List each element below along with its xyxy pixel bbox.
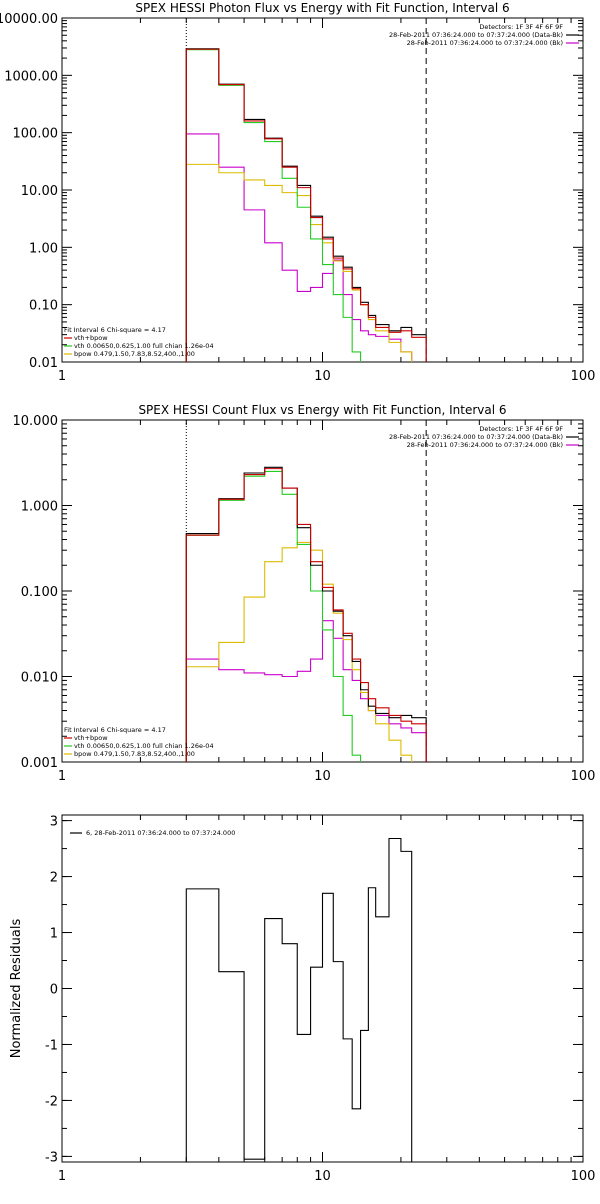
series-vth-line	[185, 49, 362, 362]
x-tick-label: 10	[314, 369, 331, 384]
series-vth-line	[185, 470, 362, 762]
info-line: 28-Feb-2011 07:36:24.000 to 07:37:24.000…	[407, 39, 563, 47]
x-tick-label: 10	[314, 769, 331, 784]
y-axis-label: Normalized Residuals	[9, 919, 24, 1059]
x-tick-label: 100	[571, 369, 596, 384]
chart-title: SPEX HESSI Photon Flux vs Energy with Fi…	[135, 1, 509, 15]
y-tick-label: 1.000	[21, 500, 58, 515]
y-tick-label: -3	[45, 1150, 58, 1165]
y-tick-label: 1.00	[29, 241, 58, 256]
plot-frame	[61, 17, 584, 363]
plot-frame	[61, 814, 584, 1163]
series-bpow-line	[185, 541, 413, 762]
y-tick-label: 10.000	[13, 414, 59, 429]
fit-legend-line: vth 0.00650,0.625,1.00 full chian 1.26e-…	[74, 342, 214, 350]
series-model-line	[185, 48, 427, 362]
x-tick-label: 1	[58, 369, 66, 384]
series-group	[185, 837, 413, 1162]
y-tick-label: 2	[50, 871, 58, 886]
chart-panel-1: SPEX HESSI Photon Flux vs Energy with Fi…	[0, 1, 596, 384]
chart-panel-2: SPEX HESSI Count Flux vs Energy with Fit…	[13, 403, 596, 784]
series-data-line	[185, 837, 413, 1162]
x-tick-label: 100	[571, 1169, 596, 1184]
y-tick-label: -1	[45, 1038, 58, 1053]
info-line: Detectors: 1F 3F 4F 6F 9F	[479, 425, 563, 433]
y-tick-label: 3	[50, 815, 58, 830]
fit-legend-line: vth 0.00650,0.625,1.00 full chian 1.26e-…	[74, 742, 214, 750]
x-tick-label: 1	[58, 769, 66, 784]
y-tick-label: 0.10	[29, 299, 58, 314]
series-bk-line	[185, 620, 427, 762]
series-group	[185, 466, 427, 762]
info-line: Detectors: 1F 3F 4F 6F 9F	[479, 23, 563, 31]
y-tick-label: 100.00	[13, 127, 59, 142]
series-data-line	[185, 466, 427, 762]
series-group	[185, 48, 427, 362]
chart-title: SPEX HESSI Count Flux vs Energy with Fit…	[138, 403, 506, 417]
y-tick-label: -2	[45, 1094, 58, 1109]
fit-legend-line: vth+bpow	[74, 734, 108, 742]
fit-legend-line: bpow 0.479,1.50,7.83,8.52,400.,1.00	[74, 350, 195, 358]
fit-legend-line: Fit Interval 6 Chi-square = 4.17	[64, 726, 166, 734]
fit-legend-line: bpow 0.479,1.50,7.83,8.52,400.,1.00	[74, 750, 195, 758]
series-data-line	[185, 48, 427, 362]
y-tick-label: 1	[50, 927, 58, 942]
legend-entry: 6, 28-Feb-2011 07:36:24.000 to 07:37:24.…	[86, 829, 235, 837]
y-tick-label: 0	[50, 983, 58, 998]
fit-legend-line: vth+bpow	[74, 334, 108, 342]
y-tick-label: 0.001	[21, 756, 58, 771]
y-tick-label: 0.01	[29, 356, 58, 371]
series-bk-line	[185, 133, 413, 362]
series-model-line	[185, 468, 427, 762]
info-line: 28-Feb-2011 07:36:24.000 to 07:37:24.000…	[389, 433, 563, 441]
fit-legend-line: Fit Interval 6 Chi-square = 4.17	[64, 326, 166, 334]
y-tick-label: 10000.00	[0, 12, 58, 27]
chart-panel-3: 1 10 100 -3 -2 -1 0 1 2 3 Normalized Residuals 6, 2…	[9, 814, 596, 1184]
y-tick-label: 1000.00	[4, 69, 58, 84]
series-bpow-line	[185, 163, 413, 362]
info-line: 28-Feb-2011 07:36:24.000 to 07:37:24.000…	[407, 441, 563, 449]
info-line: 28-Feb-2011 07:36:24.000 to 07:37:24.000…	[389, 31, 563, 39]
y-tick-label: 10.00	[21, 184, 58, 199]
x-tick-label: 100	[571, 769, 596, 784]
y-tick-label: 0.100	[21, 585, 58, 600]
x-tick-label: 10	[314, 1169, 331, 1184]
y-tick-label: 0.010	[21, 671, 58, 686]
x-tick-label: 1	[58, 1169, 66, 1184]
